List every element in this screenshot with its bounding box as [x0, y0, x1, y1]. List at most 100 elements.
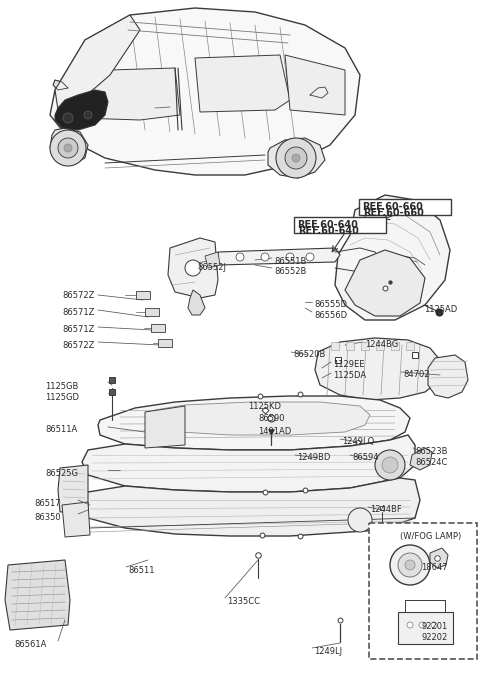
Circle shape	[84, 111, 92, 119]
Polygon shape	[428, 355, 468, 398]
Polygon shape	[195, 55, 290, 112]
FancyBboxPatch shape	[369, 523, 477, 659]
Text: 86590: 86590	[258, 414, 285, 423]
Text: 86555D: 86555D	[314, 300, 347, 309]
Polygon shape	[268, 138, 325, 178]
Text: 1249LQ: 1249LQ	[342, 437, 374, 446]
Text: 86520B: 86520B	[293, 350, 325, 359]
Text: 1335CC: 1335CC	[227, 597, 260, 606]
Text: 86572Z: 86572Z	[62, 341, 95, 350]
Polygon shape	[55, 90, 108, 130]
Circle shape	[431, 622, 437, 628]
Polygon shape	[82, 478, 420, 536]
Polygon shape	[285, 55, 345, 115]
Polygon shape	[55, 15, 140, 110]
Text: REF.60-640: REF.60-640	[298, 226, 359, 236]
Polygon shape	[205, 252, 220, 268]
Polygon shape	[158, 339, 172, 347]
Polygon shape	[145, 308, 159, 316]
Text: 1244BF: 1244BF	[370, 505, 402, 514]
Polygon shape	[5, 560, 70, 630]
Bar	[376, 342, 384, 350]
Text: 1125KD: 1125KD	[248, 402, 281, 411]
Bar	[406, 342, 414, 350]
Text: 92202: 92202	[421, 633, 447, 642]
Circle shape	[306, 253, 314, 261]
Circle shape	[398, 553, 422, 577]
Text: 1249LJ: 1249LJ	[314, 647, 342, 656]
Bar	[346, 342, 354, 350]
Text: REF.60-640: REF.60-640	[297, 220, 358, 230]
Polygon shape	[410, 448, 432, 470]
Polygon shape	[50, 8, 360, 175]
Circle shape	[58, 138, 78, 158]
Polygon shape	[58, 465, 88, 512]
Text: 86523B: 86523B	[415, 447, 447, 456]
Polygon shape	[188, 290, 205, 315]
Polygon shape	[335, 195, 450, 320]
Text: 86552J: 86552J	[197, 263, 226, 272]
Text: 1244BG: 1244BG	[365, 340, 398, 349]
Text: 86556D: 86556D	[314, 311, 347, 320]
Circle shape	[292, 154, 300, 162]
Text: 86511A: 86511A	[45, 425, 77, 434]
Text: 86525G: 86525G	[45, 469, 78, 478]
Text: 86524C: 86524C	[415, 458, 447, 467]
Circle shape	[419, 622, 425, 628]
Circle shape	[63, 113, 73, 123]
Circle shape	[382, 457, 398, 473]
Polygon shape	[145, 406, 185, 448]
Circle shape	[390, 545, 430, 585]
Text: 86594: 86594	[352, 453, 379, 462]
Polygon shape	[70, 68, 180, 120]
Text: 1125GB: 1125GB	[45, 382, 78, 391]
Text: (W/FOG LAMP): (W/FOG LAMP)	[400, 532, 461, 541]
Bar	[361, 342, 369, 350]
Polygon shape	[345, 250, 425, 316]
Text: 1129EE: 1129EE	[333, 360, 364, 369]
Text: 18647: 18647	[421, 563, 448, 572]
Circle shape	[261, 253, 269, 261]
Text: 84702: 84702	[403, 370, 430, 379]
Text: 86571Z: 86571Z	[62, 325, 95, 334]
Text: 86517: 86517	[34, 499, 60, 508]
Polygon shape	[218, 248, 340, 265]
Polygon shape	[430, 548, 448, 568]
Text: 1491AD: 1491AD	[258, 427, 291, 436]
Text: 92201: 92201	[421, 622, 447, 631]
Text: REF.60-660: REF.60-660	[362, 202, 423, 212]
Polygon shape	[53, 80, 68, 90]
Text: 86350: 86350	[34, 513, 60, 522]
Text: 86572Z: 86572Z	[62, 291, 95, 300]
FancyBboxPatch shape	[359, 199, 451, 215]
Polygon shape	[168, 238, 218, 298]
Polygon shape	[310, 87, 328, 98]
Polygon shape	[82, 435, 415, 492]
Circle shape	[50, 130, 86, 166]
Text: 86511: 86511	[128, 566, 155, 575]
Bar	[331, 342, 339, 350]
Text: REF.60-660: REF.60-660	[363, 208, 424, 218]
Text: 1249BD: 1249BD	[297, 453, 330, 462]
Circle shape	[407, 622, 413, 628]
Text: 1125DA: 1125DA	[333, 371, 366, 380]
Circle shape	[185, 260, 201, 276]
Bar	[391, 342, 399, 350]
Bar	[398, 612, 453, 644]
Text: 1125AD: 1125AD	[424, 305, 457, 314]
FancyBboxPatch shape	[294, 217, 386, 233]
Polygon shape	[155, 402, 370, 435]
Text: 86571Z: 86571Z	[62, 308, 95, 317]
Polygon shape	[50, 128, 88, 165]
Polygon shape	[315, 338, 440, 400]
Circle shape	[348, 508, 372, 532]
Circle shape	[375, 450, 405, 480]
Circle shape	[405, 560, 415, 570]
Text: 86561A: 86561A	[14, 640, 47, 649]
Circle shape	[285, 147, 307, 169]
Text: 86551B: 86551B	[274, 257, 306, 266]
Text: 1125GD: 1125GD	[45, 393, 79, 402]
Circle shape	[276, 138, 316, 178]
Circle shape	[64, 144, 72, 152]
Circle shape	[236, 253, 244, 261]
